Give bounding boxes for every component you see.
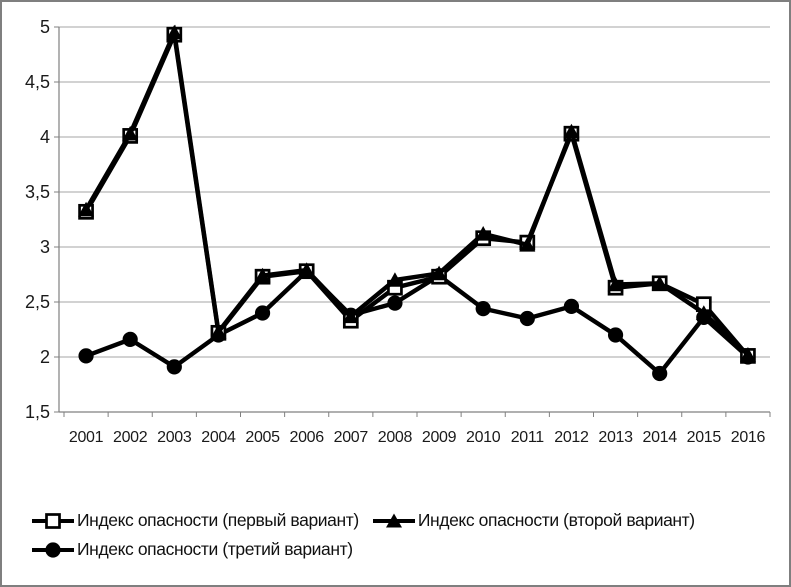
gridlines <box>54 26 770 413</box>
svg-text:2,5: 2,5 <box>25 292 50 312</box>
svg-text:2005: 2005 <box>245 429 280 446</box>
legend-item-second-variant: Индекс опасности (второй вариант) <box>372 510 695 531</box>
y-axis-labels: 5 4,5 4 3,5 3 2,5 2 1,5 <box>25 17 50 422</box>
svg-text:2007: 2007 <box>334 429 369 446</box>
svg-text:2013: 2013 <box>598 429 633 446</box>
svg-text:2011: 2011 <box>511 429 545 446</box>
svg-text:4: 4 <box>40 127 50 147</box>
svg-text:2: 2 <box>40 347 50 367</box>
series-2 <box>78 24 756 362</box>
svg-text:2002: 2002 <box>113 429 148 446</box>
legend-row-1: Индекс опасности (первый вариант) Индекс… <box>32 510 772 531</box>
svg-text:3: 3 <box>40 237 50 257</box>
svg-text:2006: 2006 <box>289 429 324 446</box>
legend-row-2: Индекс опасности (третий вариант) <box>32 539 772 560</box>
axes <box>58 27 770 413</box>
open-square-marker-icon <box>32 512 74 529</box>
svg-text:3,5: 3,5 <box>25 182 50 202</box>
legend-label-third-variant: Индекс опасности (третий вариант) <box>77 539 353 559</box>
svg-text:2016: 2016 <box>731 429 766 446</box>
legend-label-second-variant: Индекс опасности (второй вариант) <box>417 510 695 530</box>
chart-legend: Индекс опасности (первый вариант) Индекс… <box>32 510 772 568</box>
legend-item-first-variant: Индекс опасности (первый вариант) <box>32 510 359 531</box>
svg-text:2008: 2008 <box>378 429 413 446</box>
filled-triangle-marker-icon <box>372 513 415 527</box>
svg-text:2012: 2012 <box>554 429 589 446</box>
svg-text:2009: 2009 <box>422 429 457 446</box>
filled-circle-marker-icon <box>32 541 74 558</box>
svg-text:2003: 2003 <box>157 429 192 446</box>
svg-text:2010: 2010 <box>466 429 501 446</box>
svg-text:1,5: 1,5 <box>25 402 50 422</box>
svg-text:2004: 2004 <box>201 429 236 446</box>
svg-text:2001: 2001 <box>69 429 104 446</box>
legend-label-first-variant: Индекс опасности (первый вариант) <box>77 510 359 530</box>
svg-text:4,5: 4,5 <box>25 72 50 92</box>
svg-text:2014: 2014 <box>642 429 677 446</box>
chart-canvas: 5 4,5 4 3,5 3 2,5 2 1,5 2001 2002 2003 2004 2005 2006… <box>25 17 771 446</box>
x-axis-labels: 2001 2002 2003 2004 2005 2006 2007 2008 2009 2010… <box>69 429 766 446</box>
svg-text:2015: 2015 <box>687 429 722 446</box>
svg-text:5: 5 <box>40 17 50 37</box>
legend-item-third-variant: Индекс опасности (третий вариант) <box>32 539 353 560</box>
x-axis-ticks <box>63 412 771 417</box>
